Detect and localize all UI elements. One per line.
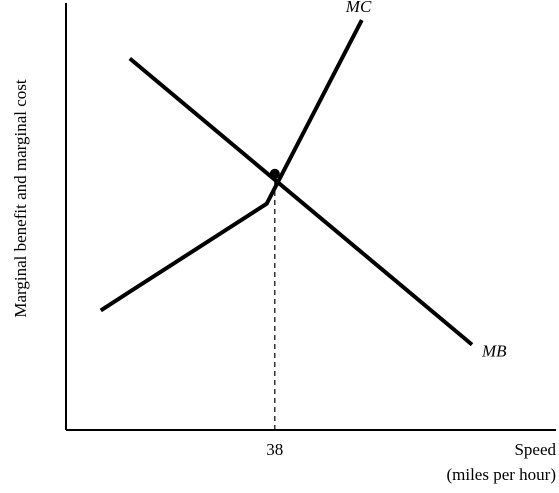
marker-group xyxy=(269,168,280,179)
mb-curve xyxy=(128,56,474,347)
mc-curve xyxy=(99,19,364,313)
y-axis-label: Marginal benefit and marginal cost xyxy=(11,79,30,318)
x-axis-group: Speed (miles per hour) xyxy=(66,429,556,484)
x-axis-label: Speed xyxy=(514,440,556,459)
y-axis-group: Marginal benefit and marginal cost xyxy=(11,3,67,430)
mb-curve-label: MB xyxy=(481,342,507,361)
mc-curve-label: MC xyxy=(345,0,372,16)
series-group: MC MB xyxy=(99,0,507,361)
x-tick-group: 38 xyxy=(266,440,283,459)
equilibrium-point xyxy=(269,168,280,179)
x-tick-label: 38 xyxy=(266,440,283,459)
x-axis-unit-label: (miles per hour) xyxy=(446,465,556,484)
